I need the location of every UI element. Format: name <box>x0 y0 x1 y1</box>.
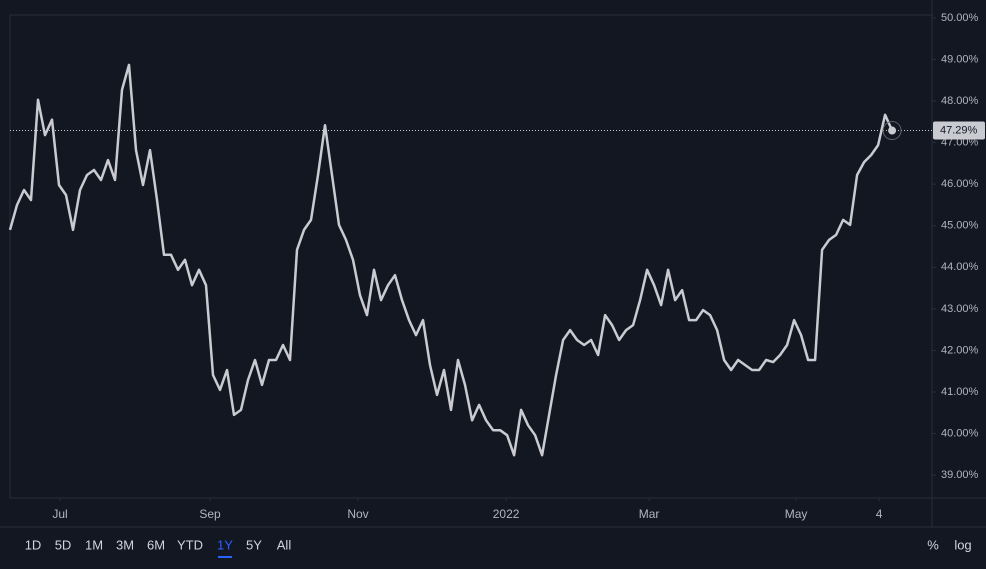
last-point-ring <box>882 121 902 141</box>
y-tick-label: 44.00% <box>941 261 979 273</box>
y-tick-label: 42.00% <box>941 344 979 356</box>
range-button[interactable]: 1Y <box>217 537 233 552</box>
x-tick-label: Mar <box>639 507 660 521</box>
range-button[interactable]: 1D <box>25 537 42 552</box>
x-tick-label: May <box>785 507 808 521</box>
y-tick-label: 48.00% <box>941 95 979 107</box>
y-tick-label: 41.00% <box>941 386 979 398</box>
y-tick-label: 46.00% <box>941 178 979 190</box>
y-tick-label: 50.00% <box>941 12 979 24</box>
x-tick-label: Jul <box>52 507 67 521</box>
x-tick-label: 4 <box>876 507 883 521</box>
last-value-label: 47.29% <box>940 124 978 136</box>
y-tick-label: 39.00% <box>941 469 979 481</box>
y-tick-label: 49.00% <box>941 53 979 65</box>
toggle-button[interactable]: log <box>954 537 971 552</box>
range-button[interactable]: 1M <box>85 537 103 552</box>
range-button[interactable]: 5D <box>55 537 72 552</box>
range-button[interactable]: 5Y <box>246 537 262 552</box>
last-point <box>888 126 897 135</box>
y-tick-label: 40.00% <box>941 427 979 439</box>
range-button[interactable]: YTD <box>177 537 203 552</box>
x-tick-label: Nov <box>347 507 368 521</box>
toggle-button[interactable]: % <box>927 537 939 552</box>
range-button[interactable]: All <box>277 537 292 552</box>
y-tick-label: 43.00% <box>941 303 979 315</box>
price-line <box>8 63 894 457</box>
x-tick-label: Sep <box>199 507 221 521</box>
range-button[interactable]: 6M <box>147 537 165 552</box>
y-tick-label: 45.00% <box>941 220 979 232</box>
x-tick-label: 2022 <box>493 507 520 521</box>
last-value-tag <box>933 121 985 140</box>
range-button[interactable]: 3M <box>116 537 134 552</box>
